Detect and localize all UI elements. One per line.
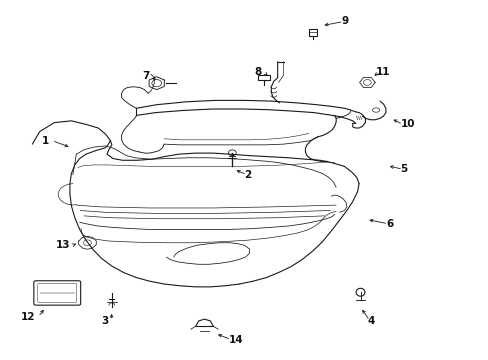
Text: 9: 9 [340, 17, 347, 27]
Text: 2: 2 [244, 170, 251, 180]
Text: 14: 14 [228, 334, 243, 345]
Text: 8: 8 [254, 67, 261, 77]
Text: 1: 1 [42, 136, 49, 145]
Text: 10: 10 [400, 120, 414, 129]
Text: 13: 13 [55, 240, 70, 250]
Text: 5: 5 [400, 164, 407, 174]
Text: 7: 7 [142, 71, 149, 81]
Text: 11: 11 [375, 67, 390, 77]
Text: 4: 4 [366, 316, 374, 325]
Text: 12: 12 [21, 312, 36, 322]
Bar [257, 76, 270, 80]
Text: 6: 6 [385, 219, 392, 229]
Text: 3: 3 [102, 316, 109, 325]
Bar [308, 29, 316, 36]
